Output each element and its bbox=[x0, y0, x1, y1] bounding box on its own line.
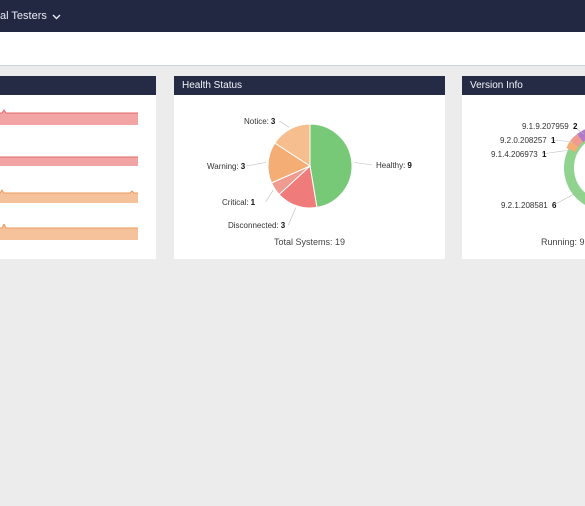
trend-bar-orange-2 bbox=[0, 224, 138, 240]
trend-bar-red-1 bbox=[0, 109, 138, 125]
group-selector[interactable]: al Testers bbox=[0, 10, 61, 22]
donut-segment-9-1-9 bbox=[577, 129, 585, 143]
pie-leader-line bbox=[246, 162, 267, 167]
donut-segment-9-1-4 bbox=[566, 141, 579, 152]
pie-slice-healthy[interactable] bbox=[309, 123, 353, 209]
version-info-card: Version Info 9.1.9.207959 2 9.2.0.208257… bbox=[462, 76, 585, 259]
trend-bar-orange-1 bbox=[0, 189, 138, 203]
health-status-title: Health Status bbox=[174, 76, 445, 95]
version-info-title: Version Info bbox=[462, 76, 585, 95]
pie-label-notice: Notice: 3 bbox=[244, 117, 276, 126]
toolbar-strip bbox=[0, 32, 585, 66]
donut-segment-9-2-1 bbox=[564, 131, 585, 205]
version-label-3: 9.2.1.208581 6 bbox=[501, 201, 557, 210]
version-donut-chart: 9.1.9.207959 2 9.2.0.208257 1 9.1.4.2069… bbox=[491, 122, 585, 210]
pie-slice-notice[interactable] bbox=[274, 123, 311, 167]
version-label-1: 9.2.0.208257 1 bbox=[500, 136, 556, 145]
group-selector-label: al Testers bbox=[0, 10, 47, 22]
pie-label-warning: Warning: 3 bbox=[207, 162, 246, 171]
pie-label-disconnected: Disconnected: 3 bbox=[228, 221, 286, 230]
health-status-card: Health Status Healthy: 9 Disconnected: 3 Cri… bbox=[174, 76, 445, 259]
pie-label-critical: Critical: 1 bbox=[222, 198, 256, 207]
status-trend-card bbox=[0, 76, 156, 259]
version-label-2: 9.1.4.206973 1 bbox=[491, 150, 547, 159]
donut-segment-9-2-0 bbox=[570, 134, 584, 148]
version-label-0: 9.1.9.207959 2 bbox=[522, 122, 578, 131]
top-navigation-bar: al Testers bbox=[0, 0, 585, 32]
pie-leader-line bbox=[288, 207, 296, 226]
total-systems-label: Total Systems: 19 bbox=[273, 237, 346, 247]
trend-bar-red-2 bbox=[0, 156, 138, 166]
running-count-label: Running: 9 bbox=[541, 237, 585, 247]
pie-leader-line bbox=[265, 189, 274, 203]
chevron-down-icon bbox=[52, 14, 61, 19]
pie-leader-line bbox=[279, 120, 290, 128]
pie-leader-line bbox=[353, 162, 373, 166]
status-trend-card-header bbox=[0, 76, 156, 95]
health-pie-chart: Healthy: 9 Disconnected: 3 Critical: 1 Warning… bbox=[207, 117, 412, 230]
pie-label-healthy: Healthy: 9 bbox=[376, 161, 412, 170]
